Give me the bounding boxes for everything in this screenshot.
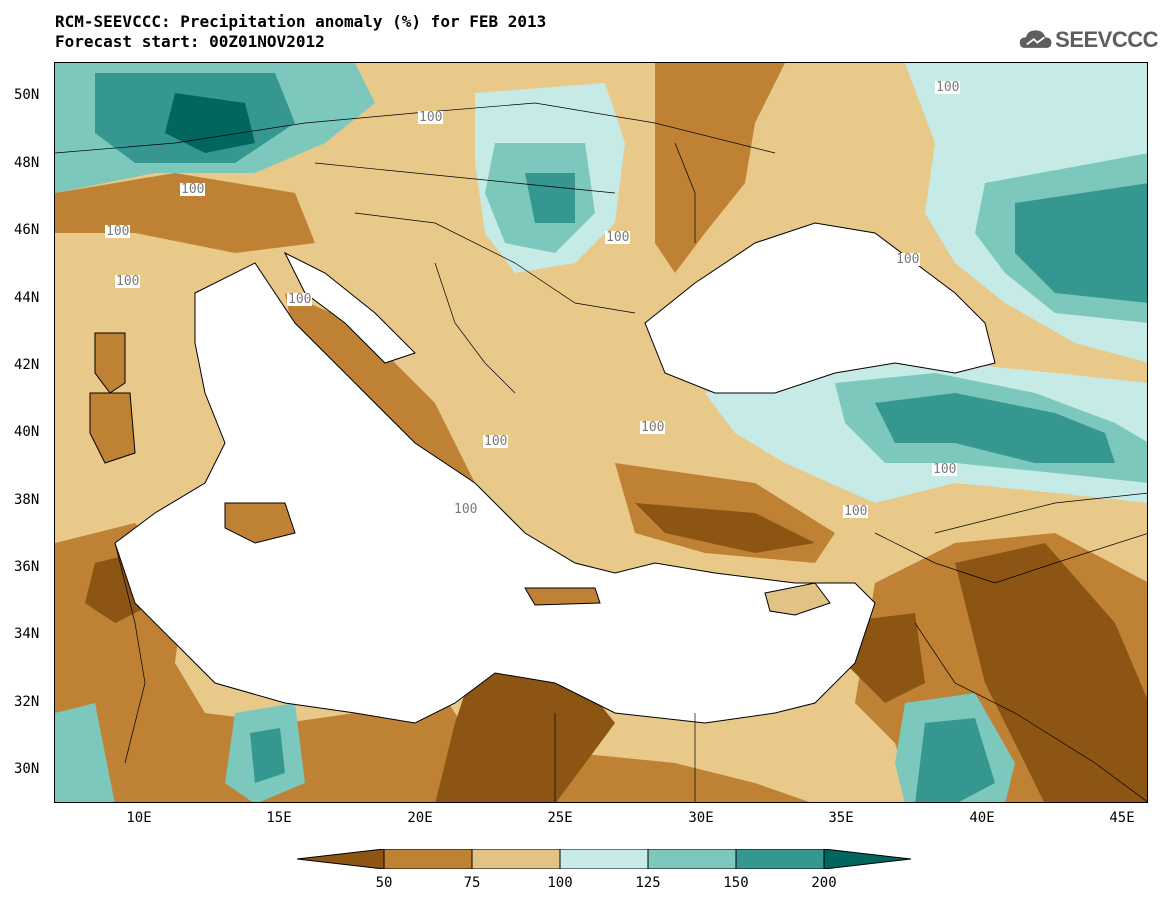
colorbar-segment-100-125 [559, 849, 649, 869]
colorbar-label: 50 [375, 875, 393, 891]
country-borders [55, 102, 1147, 802]
anomaly-region [55, 703, 115, 802]
colorbar-label: 150 [723, 875, 749, 891]
lat-label: 40N [14, 424, 40, 440]
anomaly-region [915, 718, 995, 802]
contour-label-100: 100 [895, 252, 921, 267]
colorbar-segment-gt200 [823, 849, 912, 869]
seevccc-logo: SEEVCCC [1018, 20, 1158, 60]
lat-label: 38N [14, 492, 40, 508]
contour-label-100: 100 [287, 292, 313, 307]
contour-label-100: 100 [105, 224, 131, 239]
contour-label-100: 100 [418, 110, 444, 125]
contour-label-100: 100 [483, 434, 509, 449]
island [524, 587, 601, 606]
lat-label: 42N [14, 357, 40, 373]
colorbar-segment-150-200 [735, 849, 825, 869]
colorbar-segment-lt50 [297, 849, 385, 869]
lon-label: 35E [828, 810, 854, 826]
lon-label: 20E [407, 810, 433, 826]
lat-label: 50N [14, 87, 40, 103]
lat-label: 46N [14, 222, 40, 238]
lon-label: 30E [688, 810, 714, 826]
anomaly-region [875, 393, 1115, 463]
colorbar-segment-75-100 [471, 849, 561, 869]
colorbar-label: 100 [547, 875, 573, 891]
sea-area [644, 222, 996, 394]
lat-label: 34N [14, 626, 40, 642]
contour-label-100: 100 [180, 182, 206, 197]
lon-label: 40E [969, 810, 995, 826]
logo-text: SEEVCCC [1055, 27, 1158, 52]
colorbar-label: 125 [635, 875, 661, 891]
anomaly-map [55, 63, 1147, 802]
map-area: 100 100 100 100 100 100 100 100 100 100 … [54, 62, 1148, 803]
lon-label: 45E [1109, 810, 1135, 826]
island [89, 392, 136, 464]
colorbar [297, 849, 912, 869]
lat-label: 36N [14, 559, 40, 575]
anomaly-region [1015, 183, 1147, 303]
colorbar-label: 75 [463, 875, 481, 891]
figure-title: RCM-SEEVCCC: Precipitation anomaly (%) f… [55, 12, 546, 52]
colorbar-segment-50-75 [383, 849, 473, 869]
title-line-1: RCM-SEEVCCC: Precipitation anomaly (%) f… [55, 12, 547, 31]
island [224, 502, 296, 544]
anomaly-region [635, 503, 815, 553]
contour-label-100: 100 [935, 80, 961, 95]
island [764, 582, 831, 616]
lon-label: 10E [126, 810, 152, 826]
contour-label-100: 100 [453, 502, 479, 517]
anomaly-region [435, 663, 615, 802]
anomaly-region [655, 63, 785, 273]
contour-label-100: 100 [115, 274, 141, 289]
contour-label-100: 100 [843, 504, 869, 519]
colorbar-label: 200 [811, 875, 837, 891]
contour-label-100: 100 [605, 230, 631, 245]
lon-label: 15E [266, 810, 292, 826]
anomaly-region [165, 93, 255, 153]
anomaly-region [955, 543, 1147, 802]
contour-label-100: 100 [932, 462, 958, 477]
lat-label: 44N [14, 290, 40, 306]
anomaly-region [250, 728, 285, 783]
lat-label: 32N [14, 694, 40, 710]
lat-label: 30N [14, 761, 40, 777]
contour-label-100: 100 [640, 420, 666, 435]
lon-label: 25E [547, 810, 573, 826]
cloud-icon [1019, 30, 1052, 48]
island [94, 332, 126, 394]
title-line-2: Forecast start: 00Z01NOV2012 [55, 32, 325, 51]
colorbar-segment-125-150 [647, 849, 737, 869]
lat-label: 48N [14, 155, 40, 171]
sea-area [114, 262, 876, 724]
